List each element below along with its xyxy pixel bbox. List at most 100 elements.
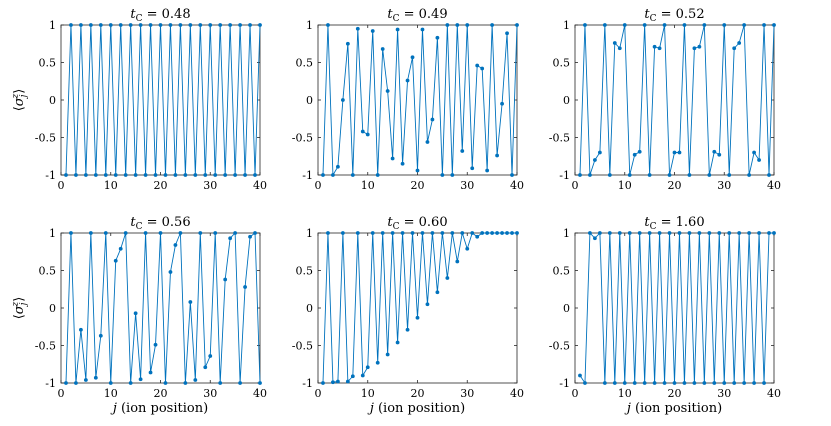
subplot-title: tC = 1.60: [644, 215, 704, 232]
data-point: [390, 156, 395, 161]
y-tick-label: -0.5: [292, 340, 313, 353]
data-point: [253, 173, 257, 177]
data-point: [64, 381, 68, 385]
data-point: [163, 381, 168, 385]
data-point: [380, 231, 385, 235]
data-point: [208, 23, 213, 27]
data-point: [158, 23, 163, 27]
data-point: [243, 173, 247, 177]
data-point: [133, 173, 138, 177]
data-point: [385, 89, 390, 93]
data-point: [173, 243, 178, 247]
data-point: [578, 373, 582, 378]
data-point: [588, 231, 592, 235]
x-axis-label: j (ion position): [624, 401, 722, 416]
data-point: [213, 231, 218, 235]
data-point: [667, 173, 672, 177]
data-point: [712, 381, 717, 385]
data-point: [138, 377, 143, 382]
x-tick-label: 10: [361, 179, 375, 192]
data-point: [228, 236, 233, 241]
data-point: [158, 231, 163, 235]
data-point: [360, 129, 365, 134]
data-point: [336, 164, 340, 169]
data-point: [637, 149, 642, 154]
data-point: [108, 23, 113, 27]
y-tick-label: 0.5: [39, 265, 57, 278]
data-point: [203, 365, 208, 370]
data-point: [707, 231, 712, 235]
x-tick-label: 20: [668, 387, 682, 400]
y-tick-label: 1: [49, 227, 56, 240]
data-point: [682, 381, 687, 385]
y-tick-label: 1: [306, 19, 313, 32]
data-point: [737, 231, 742, 235]
data-point: [475, 234, 480, 239]
data-point: [652, 381, 657, 385]
data-point: [722, 381, 727, 385]
data-point: [583, 381, 587, 385]
data-point: [113, 173, 118, 177]
data-point: [732, 46, 737, 51]
data-point: [123, 173, 128, 177]
data-point: [321, 173, 325, 177]
data-point: [380, 47, 385, 51]
data-point: [69, 23, 73, 27]
x-tick-label: 0: [572, 179, 579, 192]
subplot-2: 0 10 20 30 40 1 0.5 0 -0.5 -1 tC = 0.49: [292, 7, 524, 192]
data-point: [93, 173, 98, 177]
y-axis-label: ⟨σjz⟩: [11, 297, 29, 320]
data-point: [602, 381, 607, 385]
data-point: [627, 173, 632, 177]
data-point: [490, 231, 495, 235]
series-line: [322, 232, 517, 384]
data-point: [355, 231, 360, 235]
data-point: [400, 231, 405, 235]
data-point: [79, 23, 83, 27]
data-point: [188, 300, 193, 304]
data-point: [79, 327, 83, 332]
data-point: [490, 23, 495, 27]
data-point: [74, 381, 78, 385]
data-point: [622, 381, 627, 385]
data-point: [450, 231, 455, 235]
data-point: [103, 231, 108, 235]
data-point: [326, 23, 330, 27]
data-point: [128, 23, 133, 27]
data-point: [762, 381, 766, 385]
data-point: [248, 23, 252, 27]
y-tick-label: -0.5: [549, 340, 570, 353]
data-point: [108, 381, 113, 385]
data-point: [642, 23, 647, 27]
data-point: [500, 101, 504, 106]
data-point: [370, 231, 375, 235]
data-point: [455, 23, 460, 27]
y-tick-label: 0: [49, 302, 56, 315]
data-point: [767, 173, 771, 177]
y-tick-label: 0.5: [553, 57, 571, 70]
subplot-title: tC = 0.60: [387, 215, 447, 232]
data-point: [727, 173, 732, 177]
data-point: [203, 173, 208, 177]
data-point: [405, 327, 410, 332]
data-point: [440, 231, 445, 235]
data-point: [662, 381, 667, 385]
data-point: [326, 231, 330, 235]
data-point: [213, 173, 218, 177]
data-point: [607, 173, 612, 177]
y-tick-label: 0: [563, 302, 570, 315]
data-point: [98, 333, 103, 338]
data-point: [697, 44, 702, 49]
data-point: [445, 23, 450, 27]
data-point: [143, 231, 148, 235]
data-point: [435, 35, 440, 40]
data-point: [238, 381, 243, 385]
data-point: [360, 373, 365, 378]
x-tick-label: 40: [767, 179, 781, 192]
data-point: [677, 231, 682, 235]
y-tick-label: -1: [559, 377, 570, 390]
y-tick-label: 0: [306, 94, 313, 107]
data-point: [612, 41, 617, 45]
x-tick-label: 0: [572, 387, 579, 400]
